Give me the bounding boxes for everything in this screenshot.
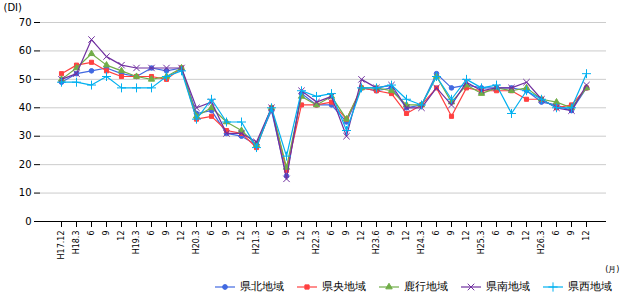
svg-text:9: 9 (102, 231, 111, 236)
svg-text:40: 40 (19, 102, 32, 113)
svg-text:12: 12 (177, 231, 186, 241)
svg-text:9: 9 (162, 231, 171, 236)
html-text:県央地域: 県央地域 (322, 280, 366, 293)
svg-text:9: 9 (282, 231, 291, 236)
html-text:県南地域: 県南地域 (486, 280, 530, 293)
svg-text:20: 20 (19, 159, 32, 170)
svg-text:12: 12 (117, 231, 126, 241)
svg-text:50: 50 (19, 74, 32, 85)
svg-text:0: 0 (25, 216, 31, 227)
svg-text:12: 12 (462, 231, 471, 241)
svg-text:9: 9 (507, 231, 516, 236)
svg-text:H23.6: H23.6 (372, 231, 381, 255)
svg-text:H22.3: H22.3 (312, 231, 321, 255)
svg-text:12: 12 (237, 231, 246, 241)
svg-text:6: 6 (432, 231, 441, 236)
svg-text:H25.3: H25.3 (477, 231, 486, 255)
svg-text:H19.3: H19.3 (132, 231, 141, 255)
html-text:県西地域: 県西地域 (568, 280, 612, 293)
svg-text:9: 9 (447, 231, 456, 236)
svg-text:H26.3: H26.3 (537, 231, 546, 255)
svg-text:9: 9 (387, 231, 396, 236)
svg-text:12: 12 (297, 231, 306, 241)
svg-text:6: 6 (147, 231, 156, 236)
svg-text:12: 12 (582, 231, 591, 241)
svg-text:9: 9 (567, 231, 576, 236)
svg-text:(月): (月) (605, 265, 619, 274)
html-text:県北地域: 県北地域 (240, 280, 284, 293)
svg-text:6: 6 (207, 231, 216, 236)
svg-text:12: 12 (402, 231, 411, 241)
svg-text:H21.3: H21.3 (252, 231, 261, 255)
svg-text:6: 6 (327, 231, 336, 236)
svg-text:9: 9 (222, 231, 231, 236)
svg-text:6: 6 (267, 231, 276, 236)
svg-text:H17.12: H17.12 (57, 231, 66, 260)
svg-text:9: 9 (342, 231, 351, 236)
svg-text:60: 60 (19, 45, 32, 56)
svg-text:12: 12 (357, 231, 366, 241)
svg-text:H24.3: H24.3 (417, 231, 426, 255)
svg-text:H18.3: H18.3 (72, 231, 81, 255)
svg-text:H20.3: H20.3 (192, 231, 201, 255)
svg-text:6: 6 (552, 231, 561, 236)
svg-text:70: 70 (19, 17, 32, 28)
svg-text:30: 30 (19, 130, 32, 141)
svg-text:6: 6 (87, 231, 96, 236)
svg-text:10: 10 (19, 187, 32, 198)
html-text:鹿行地域: 鹿行地域 (404, 280, 448, 293)
svg-text:12: 12 (522, 231, 531, 241)
svg-text:(DI): (DI) (4, 2, 23, 13)
svg-text:6: 6 (492, 231, 501, 236)
